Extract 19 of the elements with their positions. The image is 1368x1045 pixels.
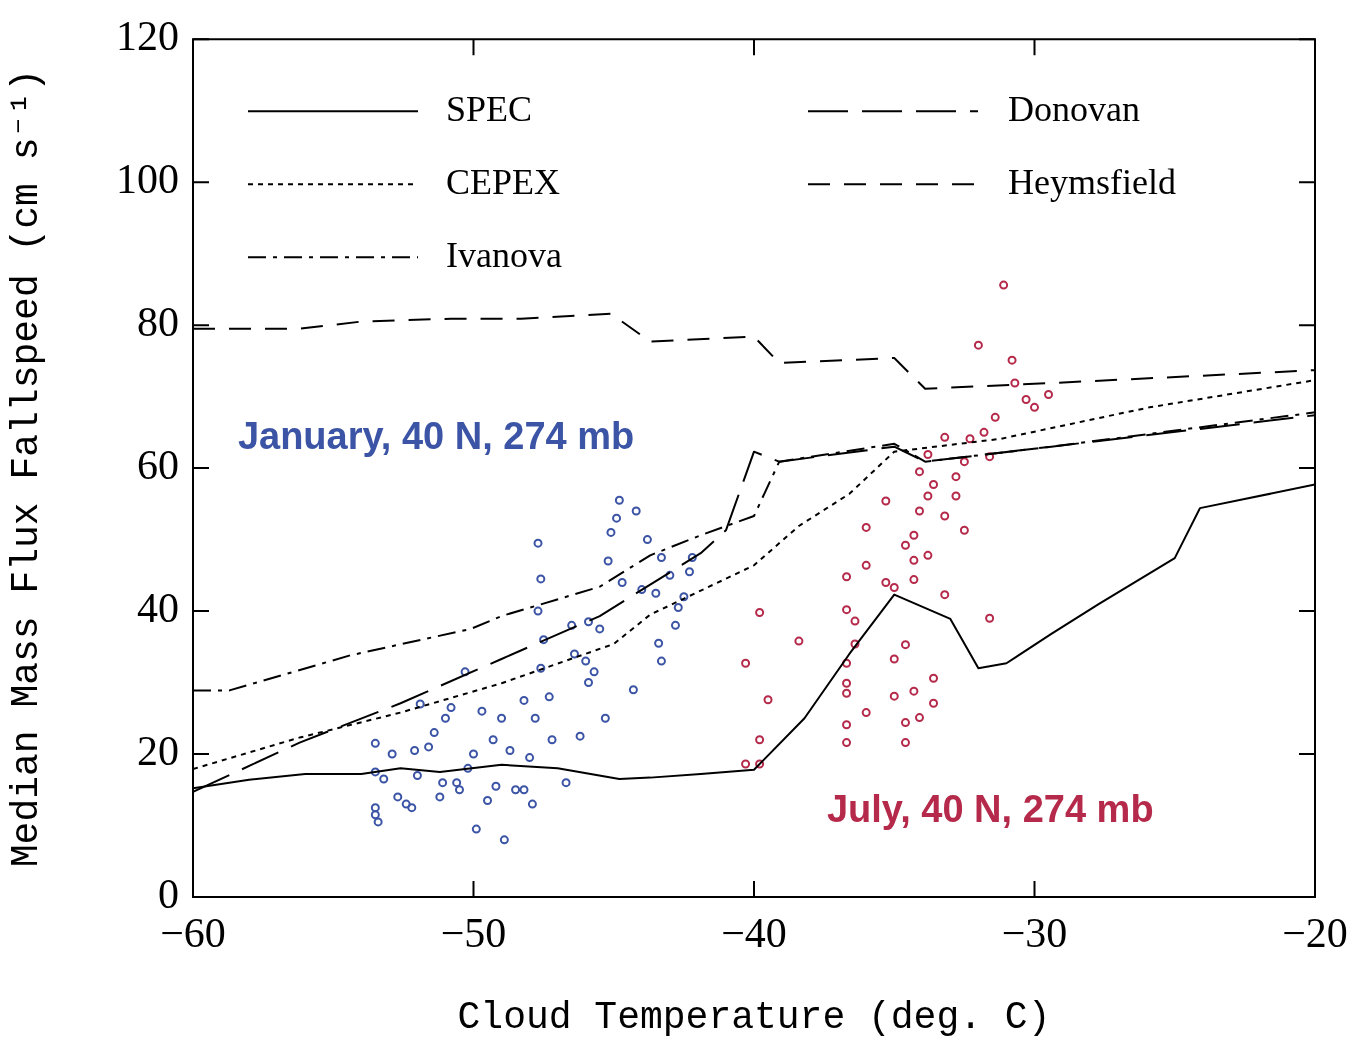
x-tick-label: −30 — [1001, 910, 1068, 957]
legend-label: Ivanova — [446, 234, 562, 275]
y-tick-label: 40 — [137, 585, 179, 632]
y-tick-label: 20 — [137, 728, 179, 775]
series-label: July, 40 N, 274 mb — [826, 787, 1154, 830]
legend-label: Donovan — [1008, 88, 1140, 129]
x-tick-label: −40 — [721, 910, 787, 957]
series-label: January, 40 N, 274 mb — [237, 414, 635, 457]
x-tick-label: −50 — [440, 910, 507, 957]
x-tick-label: −20 — [1282, 910, 1348, 957]
y-tick-label: 100 — [116, 156, 179, 203]
legend-label: Heymsfield — [1008, 161, 1176, 202]
x-axis-title: Cloud Temperature (deg. C) — [457, 996, 1051, 1040]
y-tick-label: 120 — [116, 13, 179, 60]
y-tick-label: 80 — [137, 299, 179, 346]
legend-label: SPEC — [446, 88, 533, 129]
legend-label: CEPEX — [446, 161, 561, 202]
y-axis-title: Median Mass Flux Fallspeed (cm s⁻¹) — [4, 68, 48, 868]
y-tick-label: 60 — [137, 442, 179, 489]
